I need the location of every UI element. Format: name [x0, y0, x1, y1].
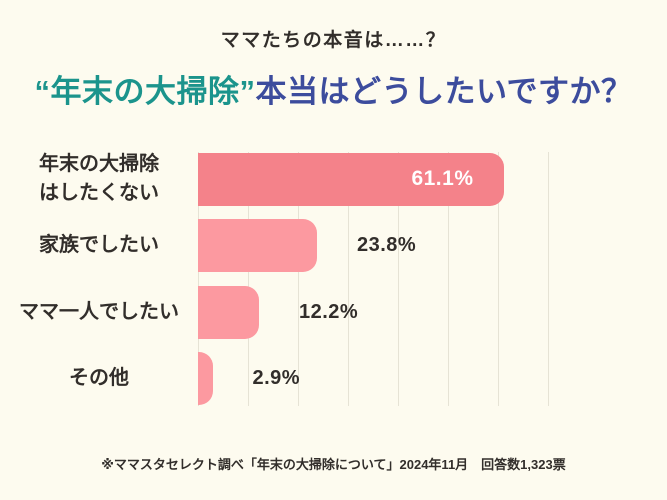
- bar: 61.1%: [198, 152, 504, 206]
- category-label: その他: [69, 367, 129, 390]
- bar-area: 12.2%: [198, 285, 667, 339]
- chart-rows: 年末の大掃除 はしたくない 61.1% 家族でしたい 23.8% ママ一人でしたい 12.…: [0, 146, 667, 412]
- title-main-text: 本当はどうしたいですか？: [255, 74, 633, 109]
- value-label: 2.9%: [252, 367, 301, 390]
- bar: [198, 219, 317, 273]
- title-accent-text: “年末の大掃除”: [34, 74, 256, 109]
- subtitle: ママたちの本音は……？: [220, 30, 447, 51]
- source-note: ※ママスタセレクト調べ「年末の大掃除について」2024年11月 回答数1,323…: [101, 457, 566, 472]
- value-label: 12.2%: [299, 300, 359, 323]
- gridline: [448, 152, 449, 406]
- gridline: [298, 152, 299, 406]
- gridline: [548, 152, 549, 406]
- bar: [198, 352, 213, 406]
- value-label: 23.8%: [357, 234, 417, 257]
- category-label: 家族でしたい: [39, 234, 159, 257]
- category-label: ママ一人でしたい: [19, 300, 179, 323]
- page-title: “年末の大掃除”本当はどうしたいですか？: [0, 66, 667, 111]
- gridline: [248, 152, 249, 406]
- gridlines: [198, 152, 550, 406]
- bar-area: 61.1%: [198, 152, 667, 206]
- gridline: [498, 152, 499, 406]
- bar-area: 23.8%: [198, 219, 667, 273]
- chart-row: ママ一人でしたい 12.2%: [0, 279, 667, 346]
- bar: [198, 285, 259, 339]
- chart-row: 家族でしたい 23.8%: [0, 213, 667, 280]
- bar-chart: 年末の大掃除 はしたくない 61.1% 家族でしたい 23.8% ママ一人でしたい 12.…: [0, 146, 667, 412]
- bar-area: 2.9%: [198, 352, 667, 406]
- gridline: [348, 152, 349, 406]
- gridline: [398, 152, 399, 406]
- chart-row: 年末の大掃除 はしたくない 61.1%: [0, 146, 667, 213]
- gridline: [198, 152, 199, 406]
- category-label: 年末の大掃除 はしたくない: [39, 153, 159, 205]
- chart-row: その他 2.9%: [0, 346, 667, 413]
- value-label: 61.1%: [411, 167, 474, 191]
